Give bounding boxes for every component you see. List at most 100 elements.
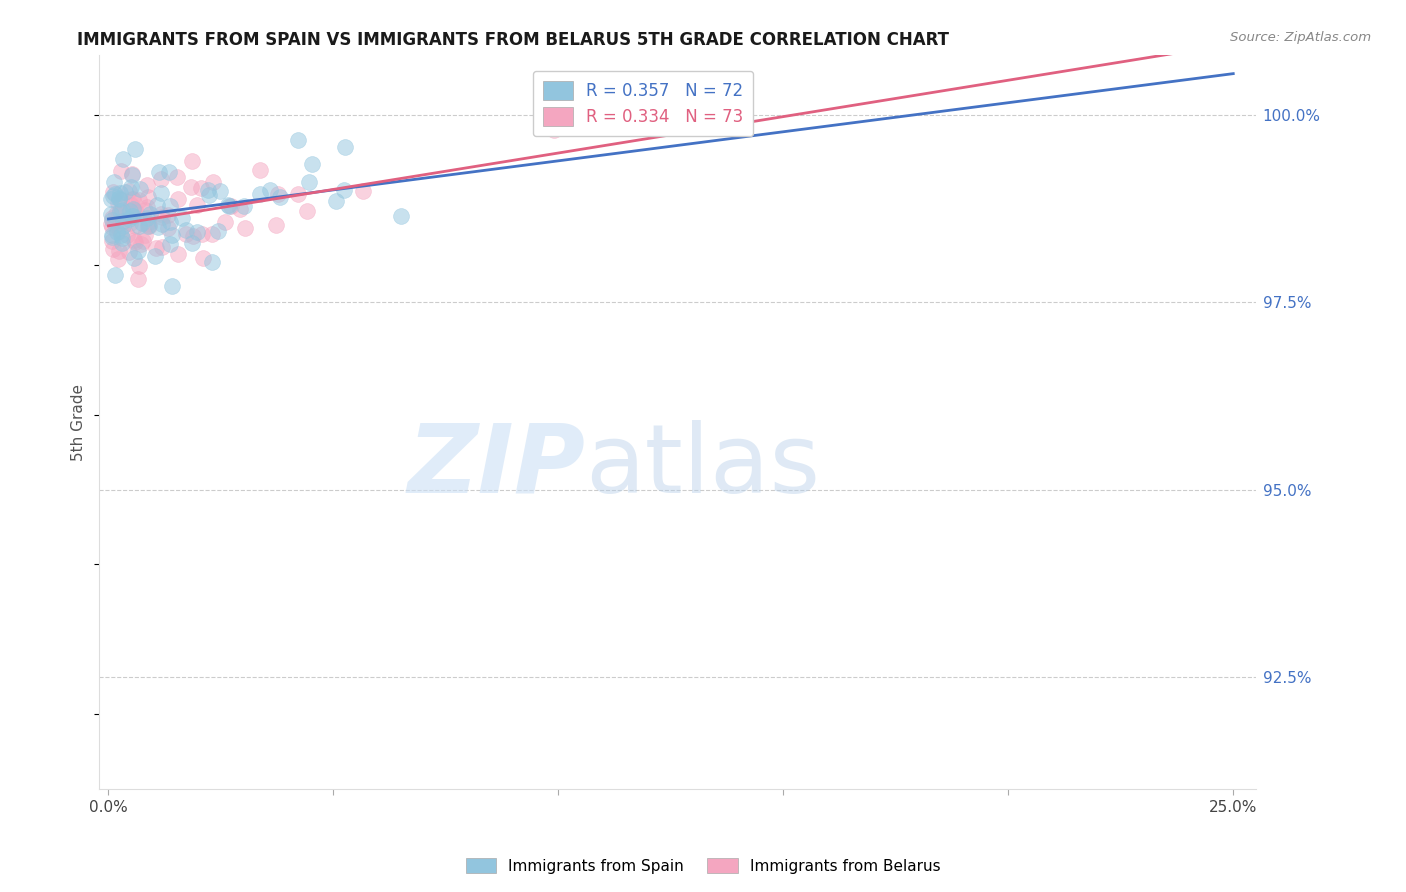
Point bbox=[131, 236, 153, 251]
Point bbox=[180, 179, 202, 194]
Point bbox=[127, 244, 149, 258]
Point bbox=[101, 228, 124, 243]
Point bbox=[201, 255, 224, 269]
Point bbox=[249, 162, 271, 177]
Point bbox=[170, 211, 193, 225]
Point bbox=[104, 218, 127, 232]
Point bbox=[249, 186, 271, 201]
Point bbox=[122, 192, 145, 206]
Point bbox=[107, 196, 129, 211]
Point bbox=[105, 225, 128, 239]
Point bbox=[124, 143, 146, 157]
Point bbox=[120, 198, 142, 212]
Point bbox=[190, 181, 212, 195]
Point bbox=[146, 219, 169, 234]
Point bbox=[111, 203, 134, 218]
Point bbox=[135, 211, 157, 225]
Point bbox=[134, 227, 156, 242]
Point bbox=[110, 193, 132, 207]
Point bbox=[101, 189, 124, 203]
Point bbox=[150, 186, 173, 201]
Point bbox=[162, 278, 184, 293]
Point bbox=[295, 203, 318, 218]
Point bbox=[543, 123, 565, 137]
Point bbox=[129, 182, 152, 196]
Point bbox=[108, 204, 131, 219]
Point bbox=[138, 219, 160, 234]
Point bbox=[146, 198, 169, 212]
Point bbox=[117, 207, 139, 221]
Point bbox=[100, 193, 122, 207]
Point bbox=[124, 203, 146, 218]
Point bbox=[166, 247, 188, 261]
Point bbox=[167, 192, 190, 206]
Point bbox=[143, 249, 166, 263]
Point bbox=[117, 212, 139, 227]
Point bbox=[301, 157, 323, 171]
Point bbox=[150, 210, 173, 224]
Point bbox=[111, 231, 134, 245]
Point bbox=[233, 199, 256, 213]
Point bbox=[121, 210, 143, 224]
Point bbox=[186, 225, 208, 239]
Text: IMMIGRANTS FROM SPAIN VS IMMIGRANTS FROM BELARUS 5TH GRADE CORRELATION CHART: IMMIGRANTS FROM SPAIN VS IMMIGRANTS FROM… bbox=[77, 31, 949, 49]
Point bbox=[121, 168, 143, 182]
Text: Source: ZipAtlas.com: Source: ZipAtlas.com bbox=[1230, 31, 1371, 45]
Point bbox=[107, 191, 129, 205]
Point bbox=[100, 213, 122, 227]
Point bbox=[136, 178, 159, 192]
Point bbox=[160, 228, 183, 243]
Point bbox=[159, 236, 181, 251]
Point bbox=[352, 184, 374, 198]
Legend: R = 0.357   N = 72, R = 0.334   N = 73: R = 0.357 N = 72, R = 0.334 N = 73 bbox=[533, 70, 754, 136]
Legend: Immigrants from Spain, Immigrants from Belarus: Immigrants from Spain, Immigrants from B… bbox=[460, 852, 946, 880]
Point bbox=[180, 235, 202, 250]
Point bbox=[150, 207, 173, 221]
Text: ZIP: ZIP bbox=[408, 419, 585, 513]
Point bbox=[191, 227, 214, 242]
Point bbox=[117, 245, 139, 260]
Point bbox=[145, 241, 167, 255]
Text: atlas: atlas bbox=[585, 419, 820, 513]
Point bbox=[287, 133, 309, 147]
Point bbox=[181, 229, 204, 244]
Point bbox=[131, 216, 153, 230]
Point bbox=[118, 184, 141, 198]
Point bbox=[121, 192, 143, 206]
Point bbox=[148, 164, 170, 178]
Point bbox=[269, 190, 291, 204]
Point bbox=[157, 164, 180, 178]
Point bbox=[107, 252, 129, 266]
Point bbox=[127, 272, 149, 286]
Point bbox=[118, 216, 141, 230]
Point bbox=[124, 219, 146, 233]
Point bbox=[333, 140, 356, 154]
Point bbox=[124, 205, 146, 219]
Point bbox=[103, 176, 125, 190]
Point bbox=[110, 227, 132, 242]
Point bbox=[122, 233, 145, 247]
Point bbox=[132, 234, 155, 248]
Point bbox=[105, 207, 128, 221]
Point bbox=[229, 202, 252, 216]
Point bbox=[180, 153, 202, 168]
Point bbox=[150, 217, 173, 231]
Point bbox=[259, 183, 281, 197]
Point bbox=[233, 221, 256, 235]
Point bbox=[186, 198, 208, 212]
Point bbox=[298, 175, 321, 189]
Point bbox=[217, 198, 239, 212]
Point bbox=[101, 234, 124, 248]
Point bbox=[111, 235, 134, 250]
Point bbox=[121, 167, 143, 181]
Point bbox=[135, 200, 157, 214]
Point bbox=[122, 202, 145, 216]
Point bbox=[100, 229, 122, 244]
Point bbox=[138, 206, 160, 220]
Point bbox=[202, 175, 225, 189]
Point bbox=[207, 224, 229, 238]
Point bbox=[128, 219, 150, 233]
Y-axis label: 5th Grade: 5th Grade bbox=[72, 384, 86, 460]
Point bbox=[101, 219, 124, 234]
Point bbox=[174, 227, 197, 241]
